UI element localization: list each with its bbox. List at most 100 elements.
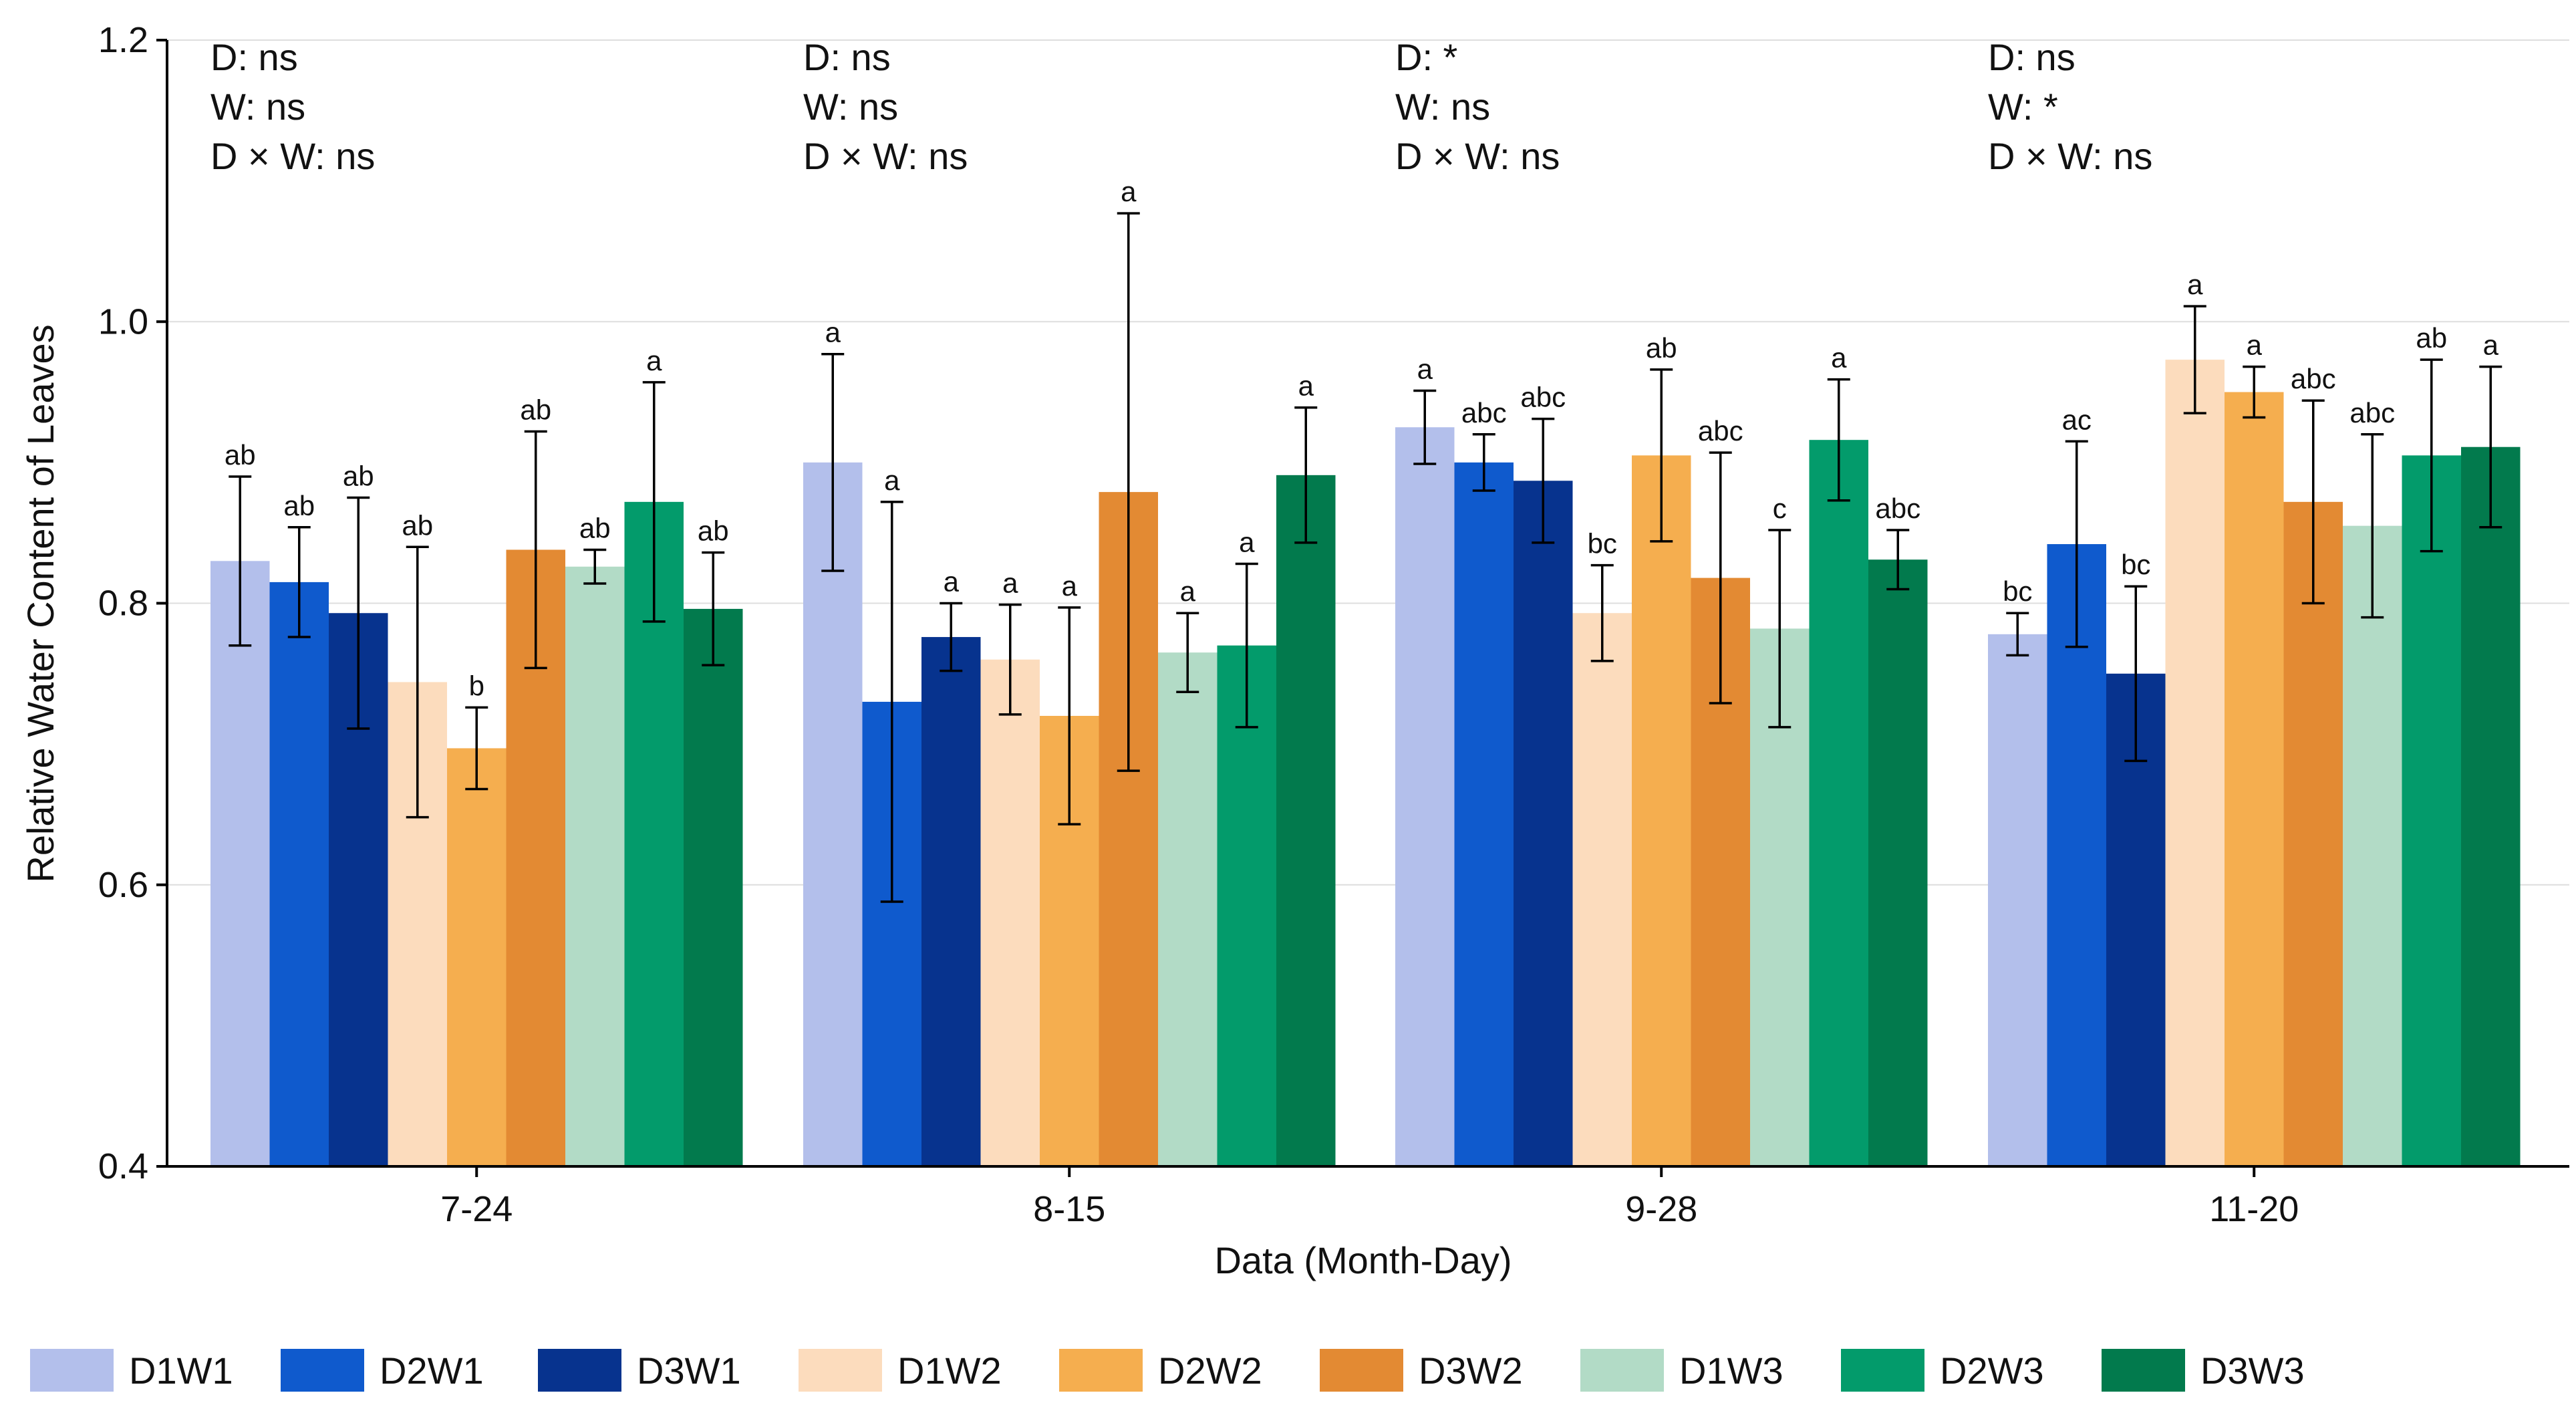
bar-d1w2-11-20 <box>2165 360 2225 1166</box>
error-bar <box>229 475 252 647</box>
significance-letter: ab <box>402 509 433 541</box>
significance-letter: bc <box>1588 528 1617 559</box>
stat-annotation: D × W: ns <box>1395 135 1560 177</box>
significance-letter: abc <box>2349 397 2395 428</box>
error-bar <box>347 496 370 730</box>
error-bar <box>2124 585 2148 763</box>
legend-swatch <box>1841 1349 1924 1392</box>
legend-item-d3w1: D3W1 <box>538 1349 741 1392</box>
significance-letter: a <box>1298 370 1314 402</box>
bar-d2w2-11-20 <box>2225 392 2284 1166</box>
significance-letter: bc <box>2121 549 2150 580</box>
legend-item-d3w2: D3W2 <box>1320 1349 1523 1392</box>
error-bar <box>1532 417 1555 544</box>
bar-d3w3-11-20 <box>2461 447 2521 1166</box>
error-bar <box>1235 562 1258 729</box>
significance-letter: b <box>469 670 484 701</box>
legend-swatch <box>1320 1349 1403 1392</box>
significance-letter: ab <box>579 512 611 543</box>
legend-label: D2W3 <box>1940 1350 2044 1392</box>
y-tick-label: 0.4 <box>98 1146 148 1186</box>
error-bar <box>2006 612 2029 657</box>
legend-item-d1w3: D1W3 <box>1580 1349 1783 1392</box>
error-bar <box>1768 529 1792 729</box>
significance-letter: abc <box>1461 397 1507 428</box>
error-bar <box>1886 529 1910 591</box>
legend-swatch <box>799 1349 882 1392</box>
significance-letter: abc <box>2291 363 2336 394</box>
legend-swatch <box>2102 1349 2185 1392</box>
significance-letter: a <box>1062 570 1078 602</box>
significance-letter: a <box>2247 330 2263 361</box>
significance-letter: a <box>1002 567 1018 599</box>
stat-annotation: W: ns <box>210 86 305 128</box>
significance-letter: a <box>2187 269 2203 300</box>
legend-swatch <box>30 1349 114 1392</box>
stat-annotation: D × W: ns <box>803 135 968 177</box>
stat-annotation: W: ns <box>1395 86 1490 128</box>
bar-d2w3-11-20 <box>2402 455 2461 1166</box>
stat-annotation: D × W: ns <box>210 135 375 177</box>
legend-label: D1W1 <box>129 1350 233 1392</box>
significance-annotations: D: ns W: ns D × W: ns D: ns W: ns D × W: ns D:… <box>210 36 2152 177</box>
error-bar <box>524 430 547 670</box>
y-tick-label: 1.0 <box>98 301 148 342</box>
error-bar <box>1117 212 1140 772</box>
significance-letter: a <box>1121 176 1137 207</box>
stat-annotation: D: ns <box>210 36 298 78</box>
legend-label: D3W2 <box>1419 1350 1523 1392</box>
significance-letter: ac <box>2062 404 2092 435</box>
significance-letter: ab <box>698 515 729 547</box>
bar-d3w1-9-28 <box>1514 481 1573 1166</box>
error-bar <box>1413 389 1437 465</box>
error-bar <box>1294 406 1318 544</box>
significance-letter: a <box>1831 342 1847 374</box>
error-bar <box>1827 378 1850 502</box>
ticks: 0.4 0.6 0.8 1.0 1.2 7-24 8-15 9-28 11-20 <box>98 20 2299 1229</box>
bar-d2w1-7-24 <box>269 582 329 1166</box>
stat-annotation: D: ns <box>1988 36 2076 78</box>
significance-letter: ab <box>2416 322 2447 354</box>
error-bar <box>940 602 963 672</box>
error-bar <box>287 526 311 638</box>
y-tick-label: 0.6 <box>98 865 148 905</box>
significance-letter: ab <box>1646 332 1677 364</box>
legend-item-d3w3: D3W3 <box>2102 1349 2305 1392</box>
error-bar <box>406 545 429 819</box>
error-bar <box>2361 433 2384 619</box>
legend-swatch <box>281 1349 364 1392</box>
significance-letter: a <box>884 465 900 496</box>
stat-annotation: D: ns <box>803 36 891 78</box>
error-bar <box>821 352 845 572</box>
significance-letter: a <box>646 345 662 376</box>
error-bar <box>2479 365 2502 529</box>
x-tick-label: 8-15 <box>1033 1189 1105 1229</box>
y-tick-label: 0.8 <box>98 584 148 624</box>
bar-d1w2-9-28 <box>1572 613 1632 1166</box>
bar-d1w3-11-20 <box>2343 525 2402 1166</box>
legend-label: D1W3 <box>1679 1350 1783 1392</box>
stat-annotation: W: * <box>1988 86 2058 128</box>
legend-label: D3W1 <box>637 1350 741 1392</box>
significance-letter: abc <box>1520 382 1566 413</box>
error-bar <box>1472 433 1495 492</box>
error-bar <box>1590 563 1614 662</box>
legend-item-d2w2: D2W2 <box>1059 1349 1262 1392</box>
legend-label: D2W1 <box>380 1350 484 1392</box>
significance-letter: ab <box>283 490 315 521</box>
bar-d2w2-9-28 <box>1632 455 1691 1166</box>
bar-d1w1-9-28 <box>1395 427 1455 1166</box>
bar-d1w3-7-24 <box>565 566 625 1166</box>
significance-letter: ab <box>343 461 374 492</box>
significance-letter: bc <box>2003 576 2032 607</box>
bar-d3w3-7-24 <box>684 608 743 1166</box>
legend: D1W1 D2W1 D3W1 D1W2 D2W2 D3W2 D1W3 D2W3 D3W3 <box>30 1349 2305 1392</box>
bar-d2w3-8-15 <box>1217 645 1276 1166</box>
error-bar <box>2183 305 2206 414</box>
error-bar <box>880 501 903 903</box>
x-tick-label: 9-28 <box>1625 1189 1697 1229</box>
y-tick-label: 1.2 <box>98 20 148 60</box>
significance-letter: a <box>2483 330 2499 361</box>
bar-d1w1-11-20 <box>1988 634 2047 1166</box>
